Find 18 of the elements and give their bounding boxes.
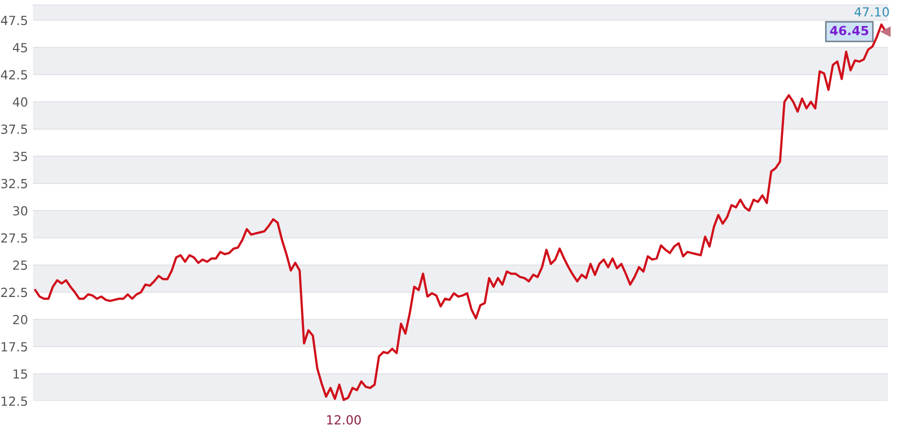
y-tick-label: 12.5 [2, 396, 28, 406]
y-tick-label: 47.5 [0, 16, 28, 26]
annotation: 46.45 [830, 26, 868, 36]
y-tick-label: 15 [14, 369, 28, 379]
y-tick-label: 40 [12, 97, 28, 107]
text: 12.00 [327, 415, 361, 425]
y-tick-label: 32.5 [1, 178, 28, 188]
y-tick-label: 27.5 [1, 233, 28, 243]
y-tick-label: 42.5 [0, 70, 28, 80]
y-tick-label: 37.5 [1, 124, 28, 134]
y-tick-label: 45 [12, 43, 28, 52]
y-tick-label: 30 [13, 206, 28, 216]
y-tick-label: 25 [13, 260, 28, 270]
annotation: 47.10 [854, 7, 889, 17]
y-tick-label: 20 [13, 314, 28, 324]
y-tick-label: 22.5 [1, 288, 28, 298]
y-tick-label: 17.5 [2, 342, 28, 352]
y-tick-label: 35 [13, 152, 28, 162]
